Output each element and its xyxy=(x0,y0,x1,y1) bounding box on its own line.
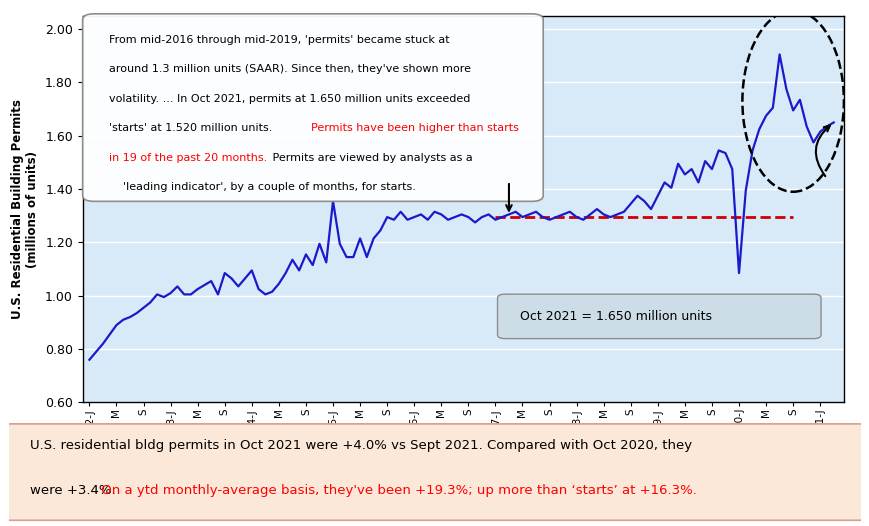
FancyBboxPatch shape xyxy=(83,14,542,201)
Text: Permits are viewed by analysts as a: Permits are viewed by analysts as a xyxy=(269,153,473,163)
Text: On a ytd monthly-average basis, they've been +19.3%; up more than ‘starts’ at +1: On a ytd monthly-average basis, they've … xyxy=(96,484,695,498)
X-axis label: Year and month: Year and month xyxy=(401,434,525,448)
Text: in 19 of the past 20 months.: in 19 of the past 20 months. xyxy=(109,153,268,163)
Text: volatility. ... In Oct 2021, permits at 1.650 million units exceeded: volatility. ... In Oct 2021, permits at … xyxy=(109,94,470,104)
Text: Oct 2021 = 1.650 million units: Oct 2021 = 1.650 million units xyxy=(520,310,712,323)
Text: 'starts' at 1.520 million units.: 'starts' at 1.520 million units. xyxy=(109,123,275,133)
FancyBboxPatch shape xyxy=(497,294,820,339)
Text: Permits have been higher than starts: Permits have been higher than starts xyxy=(311,123,518,133)
Text: 'leading indicator', by a couple of months, for starts.: 'leading indicator', by a couple of mont… xyxy=(109,182,415,192)
FancyBboxPatch shape xyxy=(0,424,869,520)
Y-axis label: U.S. Residential Building Permits
(millions of units): U.S. Residential Building Permits (milli… xyxy=(11,99,39,319)
Text: From mid-2016 through mid-2019, 'permits' became stuck at: From mid-2016 through mid-2019, 'permits… xyxy=(109,35,449,45)
Text: U.S. residential bldg permits in Oct 2021 were +4.0% vs Sept 2021. Compared with: U.S. residential bldg permits in Oct 202… xyxy=(30,439,692,452)
Text: around 1.3 million units (SAAR). Since then, they've shown more: around 1.3 million units (SAAR). Since t… xyxy=(109,65,471,75)
Text: were +3.4%.: were +3.4%. xyxy=(30,484,116,498)
